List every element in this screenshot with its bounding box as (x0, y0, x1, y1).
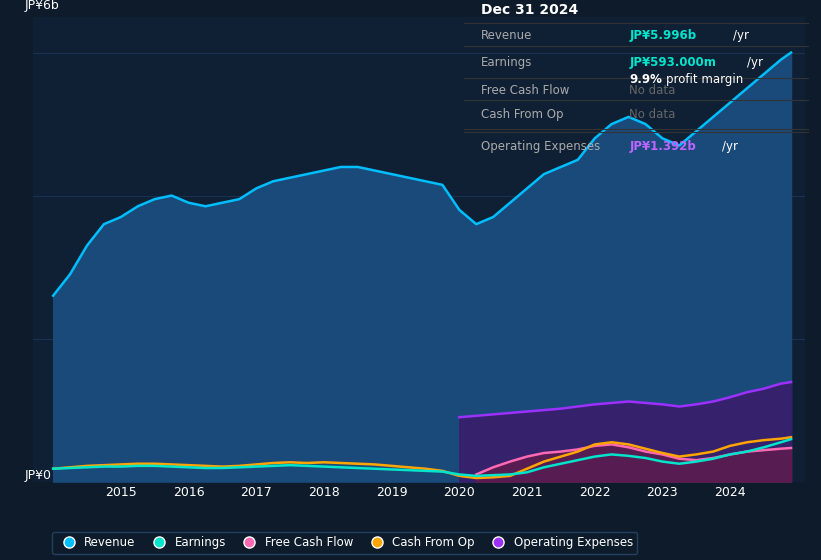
Text: JP¥5.996b: JP¥5.996b (630, 29, 696, 42)
Text: /yr: /yr (733, 29, 749, 42)
Text: Cash From Op: Cash From Op (481, 108, 563, 121)
Text: /yr: /yr (746, 56, 763, 69)
Text: Dec 31 2024: Dec 31 2024 (481, 3, 578, 17)
Text: JP¥0: JP¥0 (25, 469, 52, 482)
Text: Operating Expenses: Operating Expenses (481, 140, 600, 153)
Text: /yr: /yr (722, 140, 738, 153)
Text: JP¥6b: JP¥6b (25, 0, 60, 12)
Text: No data: No data (630, 85, 676, 97)
Text: No data: No data (630, 108, 676, 121)
Text: JP¥1.392b: JP¥1.392b (630, 140, 696, 153)
Text: Earnings: Earnings (481, 56, 533, 69)
Legend: Revenue, Earnings, Free Cash Flow, Cash From Op, Operating Expenses: Revenue, Earnings, Free Cash Flow, Cash … (53, 531, 637, 554)
Text: JP¥593.000m: JP¥593.000m (630, 56, 716, 69)
Text: profit margin: profit margin (666, 73, 743, 86)
Text: 9.9%: 9.9% (630, 73, 663, 86)
Text: Revenue: Revenue (481, 29, 533, 42)
Text: Free Cash Flow: Free Cash Flow (481, 85, 570, 97)
